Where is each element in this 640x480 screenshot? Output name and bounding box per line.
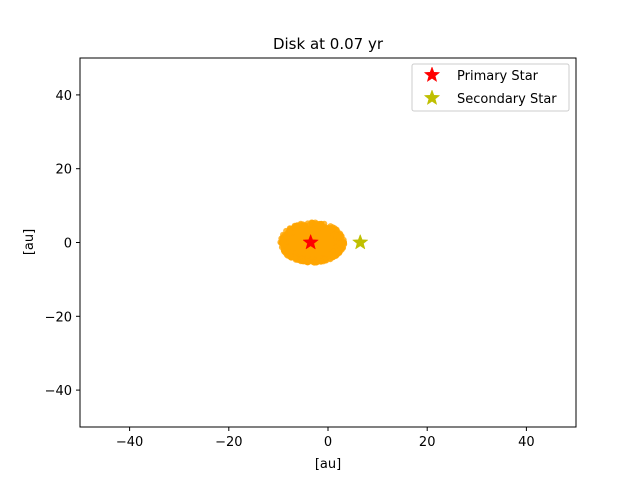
legend-marker-secondary-star — [423, 89, 441, 106]
disk-particle — [311, 259, 318, 266]
disk-particles — [277, 219, 348, 266]
legend: Primary Star Secondary Star — [411, 63, 570, 112]
disk-particle — [337, 246, 344, 253]
disk-particle — [316, 223, 322, 230]
disk-particle — [330, 253, 337, 260]
primary-star-marker — [302, 233, 319, 250]
chart-title: Disk at 0.07 yr — [273, 35, 384, 53]
disk-particle — [323, 226, 330, 232]
x-axis-ticks: −40 −20 0 20 40 — [116, 427, 535, 450]
disk-particle — [287, 229, 294, 236]
y-tick-label: −40 — [45, 384, 72, 399]
y-tick-label: 0 — [64, 237, 72, 252]
disk-particle — [280, 236, 287, 243]
disk-particle — [284, 247, 291, 253]
y-tick-label: −20 — [45, 310, 72, 325]
disk-particle — [286, 252, 293, 258]
x-tick-label: −40 — [116, 435, 143, 450]
x-axis-label: [au] — [315, 457, 341, 472]
y-tick-label: 40 — [55, 89, 72, 104]
disk-particle — [293, 222, 300, 229]
disk-particle — [308, 219, 315, 226]
legend-marker-primary-star — [423, 66, 441, 83]
disk-particle — [336, 234, 343, 241]
x-tick-label: −20 — [215, 435, 242, 450]
legend-label-primary-star: Primary Star — [457, 69, 539, 84]
legend-label-secondary-star: Secondary Star — [457, 92, 557, 107]
disk-particle — [318, 258, 325, 265]
secondary-star-marker — [351, 233, 369, 250]
legend-markers — [423, 66, 441, 106]
y-axis-label: [au] — [22, 229, 37, 255]
x-tick-label: 40 — [518, 435, 535, 450]
disk-particle — [300, 258, 307, 265]
star-markers — [302, 233, 369, 250]
x-tick-label: 0 — [324, 435, 332, 450]
y-tick-label: 20 — [55, 163, 72, 178]
y-axis-ticks: −40 −20 0 20 40 — [45, 89, 80, 399]
x-tick-label: 20 — [419, 435, 436, 450]
legend-box — [411, 63, 570, 112]
